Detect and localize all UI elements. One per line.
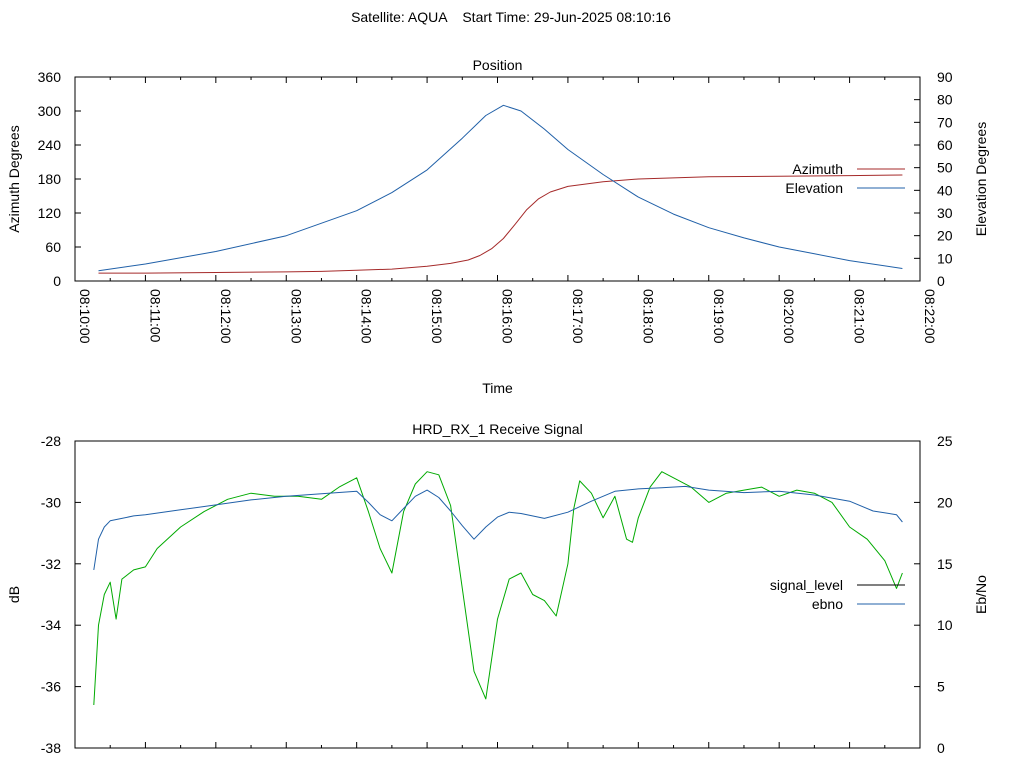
y2-tick-label: 90 <box>937 69 953 85</box>
y-tick-label: -34 <box>41 617 61 633</box>
x-tick-label: 08:21:00 <box>852 289 868 344</box>
legend-label: Azimuth <box>792 161 843 177</box>
y2-tick-label: 80 <box>937 92 953 108</box>
x-axis-label: Time <box>482 380 513 396</box>
x-tick-label: 08:11:00 <box>147 289 163 343</box>
x-tick-label: 08:13:00 <box>288 289 304 344</box>
figure-title: Satellite: AQUA Start Time: 29-Jun-2025 … <box>351 9 671 25</box>
y2-tick-label: 15 <box>937 556 953 572</box>
y-tick-label: -38 <box>41 740 61 756</box>
x-tick-label: 08:14:00 <box>359 289 375 344</box>
y2-tick-label: 60 <box>937 137 953 153</box>
y-tick-label: 360 <box>38 69 62 85</box>
y2-tick-label: 5 <box>937 679 945 695</box>
y2-tick-label: 50 <box>937 160 953 176</box>
y-axis-label: dB <box>6 586 22 603</box>
x-tick-label: 08:17:00 <box>570 289 586 344</box>
y2-tick-label: 10 <box>937 250 953 266</box>
chart-title: HRD_RX_1 Receive Signal <box>412 421 582 437</box>
x-tick-label: 08:19:00 <box>711 289 727 344</box>
plot-frame <box>74 440 921 749</box>
y2-tick-label: 70 <box>937 114 953 130</box>
y-axis-label: Azimuth Degrees <box>6 125 22 232</box>
legend-label: ebno <box>812 596 843 612</box>
y2-tick-label: 30 <box>937 205 953 221</box>
y2-tick-label: 40 <box>937 182 953 198</box>
y2-tick-label: 20 <box>937 494 953 510</box>
y-tick-label: 300 <box>38 103 62 119</box>
chart-title: Position <box>473 57 523 73</box>
y-tick-label: 0 <box>53 273 61 289</box>
y-tick-label: -28 <box>41 433 61 449</box>
series-line-signal_level <box>93 471 903 706</box>
position-chart: Position 0 60 120 180 240 300 360 0 10 20 30 40 50 60 7… <box>6 57 989 396</box>
legend-label: signal_level <box>770 577 843 593</box>
y2-axis-label: Elevation Degrees <box>973 122 989 236</box>
y2-tick-label: 25 <box>937 433 953 449</box>
y2-tick-label: 0 <box>937 740 945 756</box>
y2-axis-label: Eb/No <box>973 575 989 614</box>
y-tick-label: -30 <box>41 494 61 510</box>
plot-frame <box>74 76 921 282</box>
y-tick-label: 120 <box>38 205 62 221</box>
series-line-Elevation <box>98 104 903 272</box>
y2-tick-label: 10 <box>937 617 953 633</box>
y-tick-label: 180 <box>38 171 62 187</box>
x-tick-label: 08:22:00 <box>922 289 938 344</box>
x-tick-label: 08:15:00 <box>429 289 445 344</box>
x-tick-label: 08:18:00 <box>640 289 656 344</box>
y-tick-label: -32 <box>41 556 61 572</box>
x-tick-label: 08:10:00 <box>77 289 93 344</box>
x-tick-label: 08:16:00 <box>500 289 516 344</box>
y-tick-label: 60 <box>45 239 61 255</box>
legend-label: Elevation <box>785 180 843 196</box>
y2-tick-label: 0 <box>937 273 945 289</box>
y-tick-label: 240 <box>38 137 62 153</box>
x-tick-label: 08:12:00 <box>218 289 234 344</box>
x-tick-label: 08:20:00 <box>781 289 797 344</box>
y-tick-label: -36 <box>41 679 61 695</box>
receive-signal-chart: HRD_RX_1 Receive Signal -38 -36 -34 -32 -30 -2… <box>6 421 989 756</box>
series-line-ebno <box>93 485 903 570</box>
series-line-Azimuth <box>98 174 903 274</box>
y2-tick-label: 20 <box>937 228 953 244</box>
